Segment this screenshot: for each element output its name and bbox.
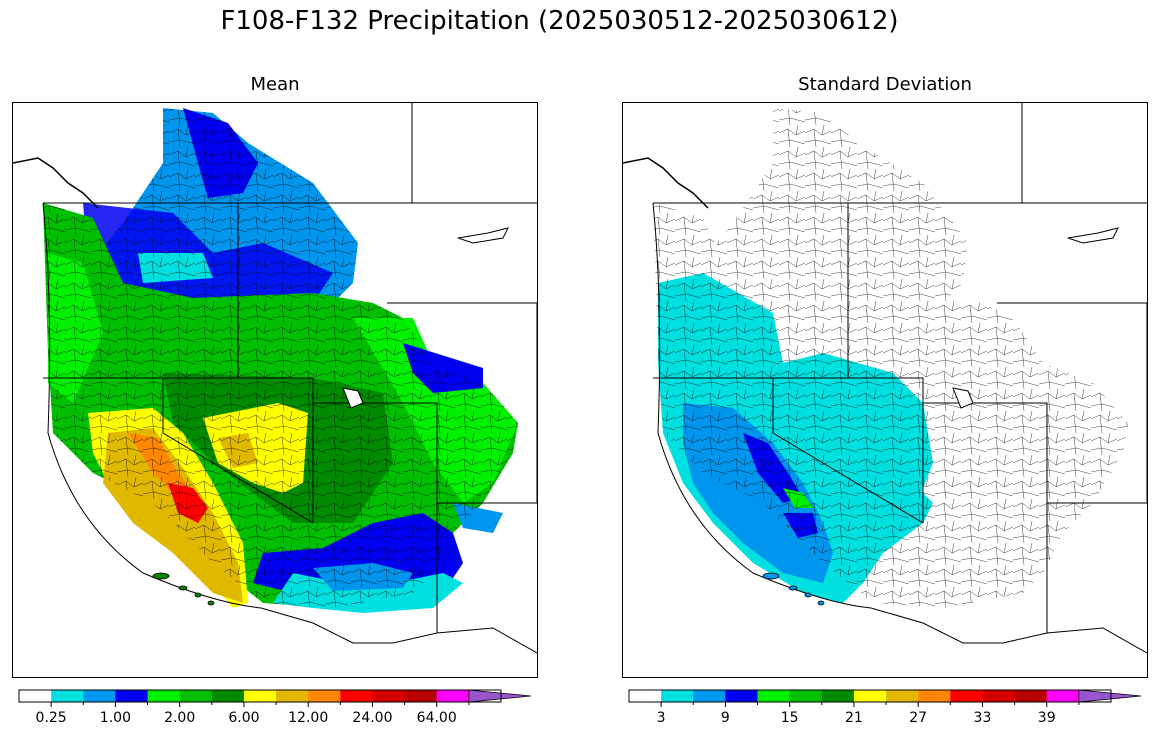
stddev-colorbar-swatches (629, 690, 1080, 702)
colorbar-swatch (757, 690, 791, 702)
channel-islands (762, 572, 825, 606)
basin-outlines (653, 108, 1128, 608)
nw-coastline (623, 157, 709, 209)
colorbar-label: 6.00 (228, 710, 260, 726)
colorbar-swatch (179, 690, 213, 702)
colorbar-swatch (147, 690, 181, 702)
colorbar-swatch (982, 690, 1016, 702)
colorbar-label: 64.00 (416, 710, 457, 726)
colorbar-swatch (83, 690, 116, 702)
mean-precip-map (12, 102, 538, 678)
colorbar-label: 3 (656, 710, 666, 726)
colorbar-label: 33 (973, 710, 992, 726)
colorbar-label: 9 (720, 710, 730, 726)
colorbar-label: 1.00 (99, 710, 131, 726)
colorbar-swatch (308, 690, 341, 702)
colorbar-label: 12.00 (288, 710, 329, 726)
colorbar-swatch (404, 690, 438, 702)
colorbar-label: 21 (845, 710, 863, 726)
stddev-colorbar-ticks (660, 702, 1080, 707)
lake-mich-shape (1067, 227, 1119, 244)
lake-mich-shape (457, 227, 509, 244)
colorbar-swatch (211, 690, 245, 702)
colorbar-swatch (372, 690, 406, 702)
nw-coastline (13, 157, 99, 209)
colorbar-swatch (693, 690, 726, 702)
mean-map-svg (13, 103, 537, 654)
boundaries (652, 103, 1147, 654)
great-salt-lake (952, 387, 974, 409)
great-salt-lake (342, 387, 364, 409)
colorbar-label: 0.25 (35, 710, 67, 726)
stddev-map-svg (623, 103, 1147, 654)
colorbar-label: 39 (1037, 710, 1056, 726)
colorbar-swatch (886, 690, 919, 702)
mean-panel-title: Mean (250, 74, 300, 95)
colorbar-swatch (661, 690, 694, 702)
colorbar-label: 2.00 (164, 710, 196, 726)
colorbar-swatch (276, 690, 309, 702)
colorbar-swatch (821, 690, 855, 702)
colorbar-swatch (1046, 690, 1080, 702)
colorbar-label: 15 (780, 710, 799, 726)
basin-outlines (43, 108, 518, 608)
colorbar-swatch (115, 690, 149, 702)
colorbar-swatch (789, 690, 823, 702)
colorbar-swatch (918, 690, 951, 702)
mean-colorbar-ticks (50, 702, 470, 707)
colorbar-swatch (436, 690, 470, 702)
stddev-colorbar-extend-arrow (1078, 689, 1142, 703)
channel-islands (152, 572, 215, 606)
colorbar-swatch (51, 690, 84, 702)
colorbar-swatch (725, 690, 759, 702)
colorbar-swatch (629, 690, 662, 702)
mean-colorbar (18, 689, 532, 707)
colorbar-swatch (853, 690, 887, 702)
mean-colorbar-extend-arrow (468, 689, 532, 703)
stddev-panel-title: Standard Deviation (798, 74, 972, 95)
boundaries (42, 103, 537, 654)
stddev-colorbar (628, 689, 1142, 707)
figure-title: F108-F132 Precipitation (2025030512-2025… (220, 6, 899, 36)
stddev-precip-map (622, 102, 1148, 678)
colorbar-swatch (1014, 690, 1048, 702)
colorbar-label: 24.00 (352, 710, 393, 726)
colorbar-swatch (19, 690, 52, 702)
colorbar-swatch (243, 690, 277, 702)
colorbar-swatch (340, 690, 373, 702)
mean-colorbar-swatches (19, 690, 470, 702)
colorbar-label: 27 (909, 710, 928, 726)
colorbar-swatch (950, 690, 983, 702)
